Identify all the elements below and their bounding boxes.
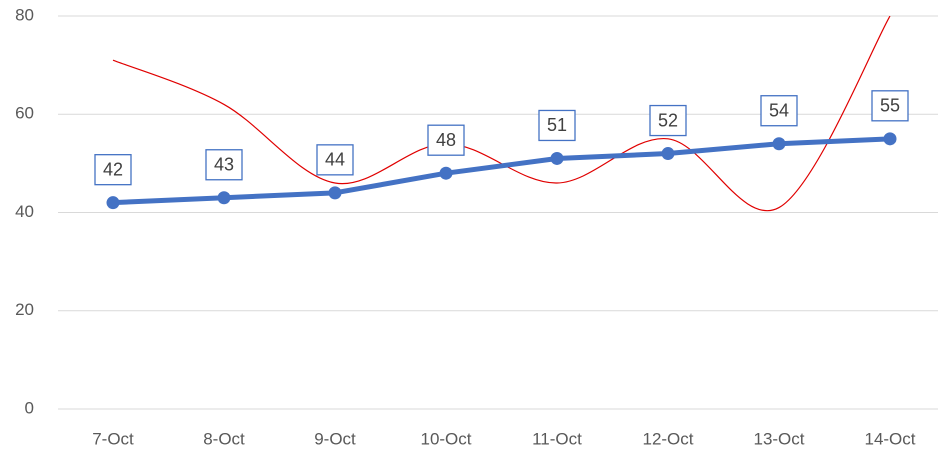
y-tick-label: 80 [15,5,34,24]
x-tick-label: 13-Oct [753,429,804,448]
y-tick-label: 20 [15,300,34,319]
x-tick-label: 14-Oct [864,429,915,448]
data-label-box [205,149,243,181]
data-label: 54 [769,100,789,120]
data-label-box [94,154,132,186]
data-label-box [427,124,465,156]
data-label: 48 [436,130,456,150]
series-line [112,16,891,212]
data-label-box [649,104,687,137]
data-label-box [316,144,354,176]
x-tick-label: 8-Oct [203,429,245,448]
x-tick-label: 10-Oct [420,429,471,448]
data-label: 55 [880,96,900,116]
point [328,186,342,200]
x-tick-label: 9-Oct [314,429,356,448]
data-label: 43 [214,155,234,175]
x-tick-label: 12-Oct [642,429,693,448]
point [550,151,564,165]
y-tick-label: 40 [15,202,34,221]
x-tick-label: 7-Oct [92,429,134,448]
point [106,196,120,210]
point [772,137,786,151]
point [439,166,453,180]
data-label-box [760,95,798,127]
point [883,132,897,146]
series-line [112,136,891,206]
data-label: 44 [325,150,345,170]
y-tick-label: 0 [25,398,34,417]
y-tick-label: 60 [15,104,34,123]
data-label: 52 [658,110,678,130]
data-label-box [538,109,576,142]
x-tick-label: 11-Oct [532,429,582,448]
data-label: 51 [547,115,567,135]
point [661,147,675,161]
data-label-box [871,90,909,122]
data-label: 42 [103,159,123,179]
point [217,191,231,205]
